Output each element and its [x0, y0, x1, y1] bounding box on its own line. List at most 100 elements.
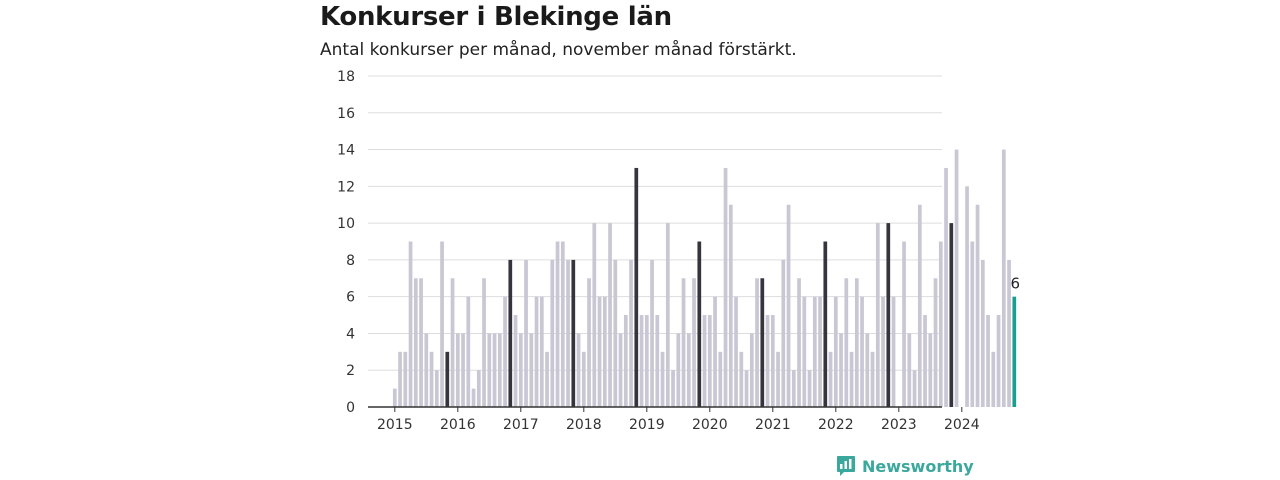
bar	[571, 259, 576, 407]
y-tick-label: 12	[337, 179, 355, 195]
bar	[676, 333, 681, 407]
latest-value-label: 6	[1011, 275, 1021, 293]
bar	[403, 351, 408, 407]
bar	[660, 351, 665, 407]
bar	[592, 223, 597, 407]
bar	[623, 315, 628, 407]
bar	[482, 278, 486, 407]
bar	[928, 333, 933, 407]
bar	[555, 241, 560, 407]
bar	[560, 241, 565, 407]
bar	[408, 241, 413, 407]
bar	[1001, 149, 1006, 408]
bar	[681, 278, 686, 407]
bar	[1012, 296, 1017, 407]
bar	[744, 370, 749, 407]
bar	[865, 333, 870, 407]
bar	[492, 333, 497, 407]
x-tick-label: 2019	[629, 417, 665, 433]
bar	[713, 296, 717, 407]
bar	[975, 204, 980, 407]
bar	[907, 333, 912, 407]
bar	[644, 315, 649, 407]
bar	[807, 370, 812, 407]
y-tick-label: 18	[337, 69, 355, 85]
bar	[965, 186, 969, 407]
bar	[602, 296, 607, 407]
bar	[445, 351, 450, 407]
bar	[429, 351, 434, 407]
bar	[980, 259, 985, 407]
bar	[823, 241, 828, 407]
bar	[765, 315, 770, 407]
bar	[917, 204, 922, 407]
bar	[650, 259, 654, 407]
bar	[734, 296, 738, 407]
bar	[776, 351, 780, 407]
y-tick-label: 6	[346, 290, 355, 306]
bar	[539, 296, 544, 407]
bar	[702, 315, 707, 407]
y-tick-label: 2	[346, 363, 355, 379]
y-tick-label: 10	[337, 216, 355, 232]
bar	[844, 278, 849, 407]
bar	[639, 315, 644, 407]
bar	[440, 241, 444, 407]
bar	[413, 278, 418, 407]
bar	[613, 259, 618, 407]
bar	[597, 296, 602, 407]
bar	[707, 315, 712, 407]
bar	[434, 370, 439, 407]
bar	[944, 167, 948, 407]
y-axis-labels: 0 2 4 6 8 10 12 14 16 18	[337, 69, 355, 416]
bar	[424, 333, 429, 407]
bar	[718, 351, 723, 407]
bar	[576, 333, 581, 407]
bar	[534, 296, 539, 407]
bars	[392, 149, 1017, 408]
bar	[608, 223, 612, 407]
bar	[503, 296, 507, 407]
x-axis: 2015 2016 2017 2018 2019 2020 2021 2022 2023 2024	[368, 406, 980, 433]
bar	[587, 278, 591, 407]
bar	[828, 351, 833, 407]
y-tick-label: 8	[346, 253, 355, 269]
bar	[1007, 259, 1011, 407]
bar	[686, 333, 691, 407]
bar	[728, 204, 733, 407]
bar	[392, 388, 397, 407]
bar	[912, 370, 917, 407]
bar	[933, 278, 938, 407]
bar	[634, 167, 639, 407]
bar	[849, 351, 854, 407]
bar	[949, 223, 954, 407]
x-tick-label: 2023	[881, 417, 917, 433]
bar	[881, 296, 885, 407]
bar	[450, 278, 455, 407]
bar	[739, 351, 744, 407]
bar	[497, 333, 502, 407]
bar	[581, 351, 586, 407]
bar	[970, 241, 975, 407]
bar-chart-icon	[837, 456, 855, 476]
bar	[476, 370, 481, 407]
annotations: 6	[1011, 275, 1021, 293]
x-tick-label: 2020	[692, 417, 728, 433]
y-tick-label: 0	[346, 400, 355, 416]
bar	[508, 259, 513, 407]
bar	[991, 351, 996, 407]
y-tick-label: 4	[346, 326, 355, 342]
bar	[755, 278, 759, 407]
bar	[655, 315, 660, 407]
bar	[891, 296, 896, 407]
bar	[760, 278, 765, 407]
brand-logo: Newsworthy	[836, 455, 974, 477]
bar	[870, 351, 875, 407]
bar	[986, 315, 990, 407]
bar	[833, 296, 838, 407]
bar	[419, 278, 423, 407]
x-tick-label: 2021	[755, 417, 791, 433]
bar	[723, 167, 728, 407]
bar	[812, 296, 817, 407]
